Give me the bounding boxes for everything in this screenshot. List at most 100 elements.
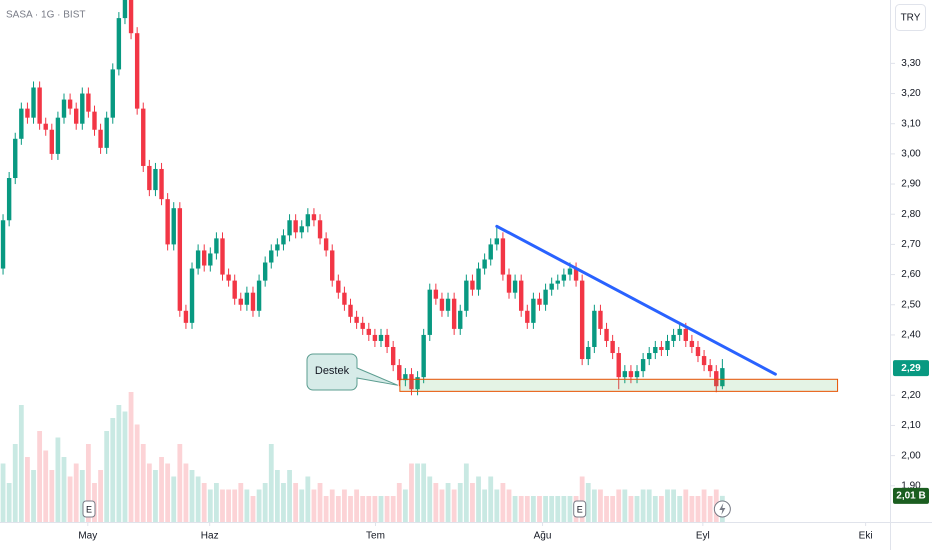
volume-bar [67,476,73,522]
x-tick-label: Ağu [534,531,552,542]
volume-bar [122,411,128,522]
candle-body [500,238,506,275]
candle-body [653,346,658,354]
y-tick-label: 2,60 [901,269,921,280]
volume-bar [244,489,250,522]
candle-body [86,93,91,112]
candle-body [427,289,432,335]
volume-bar [220,489,225,522]
volume-bar [73,463,79,522]
y-tick-label: 3,30 [901,58,921,69]
y-tick-label: 2,10 [901,420,921,431]
candle-body [610,340,615,354]
volume-bar [61,457,67,522]
candle-body [488,244,493,260]
volume-bar [335,496,341,522]
volume-bar [274,470,280,522]
volume-bar [421,463,427,522]
event-label: E [86,504,92,514]
candle-body [67,99,73,109]
callout-bubble [306,353,399,391]
y-tick-label: 2,50 [901,299,921,310]
volume-bar [390,496,396,522]
volume-bar [207,489,213,522]
y-tick-label: 1,90 [901,480,921,491]
volume-bar [543,496,548,522]
candle-body [122,0,128,19]
candle-body [244,292,250,305]
volume-bar [98,470,103,522]
candle-body [98,129,103,148]
x-tick-label: Eki [859,531,873,542]
candle-body [586,346,591,360]
candle-body [177,208,183,311]
candle-body [604,328,609,341]
volume-bar [494,489,500,522]
volume-bar [153,470,158,522]
volume-bar [585,483,591,522]
event-marker [82,500,96,518]
candle-body [61,99,67,118]
volume-bar [268,444,274,522]
volume-bar [628,496,634,522]
volume-bar [37,431,43,522]
volume-bar [470,483,475,522]
volume-bar [591,489,597,522]
volume-bar [555,496,561,522]
candle-body [342,292,347,305]
volume-bar [85,444,91,522]
volume-bar [537,496,542,522]
y-tick-label: 2,80 [901,209,921,220]
dividend-glyph [719,503,726,515]
candle-body [640,359,646,372]
volume-bar [500,483,506,522]
volume-bar [18,405,24,522]
volume-bar [665,489,670,522]
candle-body [701,356,707,366]
candle-body [116,18,122,70]
y-tick-label: 2,20 [901,390,921,401]
currency-label[interactable]: TRY [901,13,921,24]
candle-body [141,108,146,166]
candle-body [506,274,512,293]
volume-bar [183,463,189,522]
volume-bar [317,483,323,522]
volume-bar [159,457,164,522]
volume-bar [0,463,6,522]
candle-body [37,87,42,124]
volume-bar [171,476,177,522]
volume-bar [311,489,317,522]
currency-button[interactable] [895,4,926,31]
candle-body [232,280,237,299]
candle-body [317,220,323,239]
candle-body [269,250,274,263]
candle-body [683,328,688,341]
volume-bar [104,431,110,522]
volume-bar [427,476,433,522]
volume-bar [43,450,49,522]
volume-bar [402,489,408,522]
candle-body [433,289,439,299]
volume-bar [262,483,268,522]
volume-bar [652,496,658,522]
candle-body [573,268,579,281]
x-tick-label: May [78,531,97,542]
volume-bar [616,489,622,522]
candle-body [616,353,621,378]
candle-body [183,310,189,323]
candle-body [464,280,469,311]
volume-bar [524,496,530,522]
volume-bar [366,496,372,522]
candle-body [579,280,585,360]
trendline [495,224,777,376]
candle-body [147,165,152,191]
candle-body [482,259,487,269]
candle-body [19,108,24,139]
candle-body [128,0,134,34]
candle-body [378,334,384,341]
volume-bar [549,496,555,522]
candle-body [451,298,457,329]
volume-bar [579,476,585,522]
candle-body [409,374,414,390]
